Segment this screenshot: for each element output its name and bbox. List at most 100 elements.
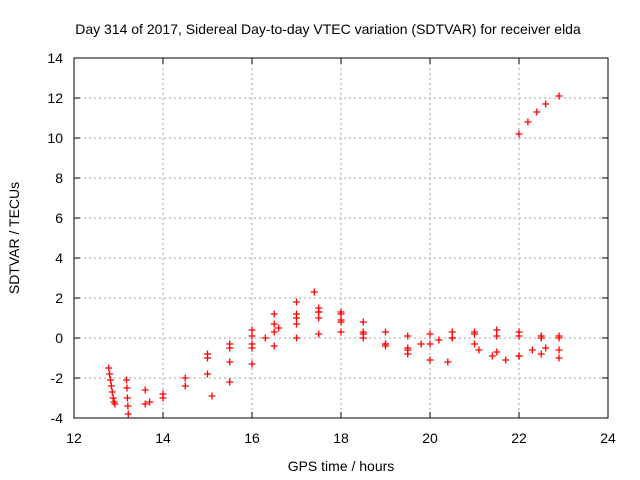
data-point <box>270 320 278 328</box>
y-tick-label: 14 <box>47 50 63 66</box>
data-point <box>417 340 425 348</box>
data-point <box>181 374 189 382</box>
data-point <box>533 108 541 116</box>
data-point <box>471 328 478 336</box>
data-point <box>275 324 283 332</box>
data-point <box>248 340 256 348</box>
data-point <box>382 340 389 348</box>
data-point <box>248 326 256 334</box>
y-tick-label: -2 <box>51 370 64 386</box>
data-point <box>528 346 536 354</box>
data-point <box>426 356 434 364</box>
data-point <box>435 336 443 344</box>
data-point <box>226 344 234 352</box>
x-tick-label: 16 <box>244 430 260 446</box>
series-scatter-12.8 <box>105 364 119 408</box>
data-point <box>248 360 256 368</box>
data-point <box>261 334 269 342</box>
data-point <box>293 310 300 318</box>
data-point <box>555 92 563 100</box>
data-point <box>315 314 323 322</box>
y-tick-label: 2 <box>55 290 63 306</box>
data-point <box>359 318 367 326</box>
data-point <box>493 332 501 340</box>
data-point <box>270 342 278 350</box>
y-tick-label: 0 <box>55 330 63 346</box>
data-point <box>444 358 452 366</box>
data-point <box>293 298 300 306</box>
x-tick-label: 22 <box>511 430 527 446</box>
x-tick-label: 12 <box>66 430 82 446</box>
data-point <box>337 308 345 316</box>
series-track-c <box>204 304 563 358</box>
data-point <box>123 376 131 384</box>
data-points <box>105 92 563 418</box>
y-tick-label: 8 <box>55 170 63 186</box>
data-point <box>226 378 234 386</box>
data-point <box>293 334 300 342</box>
data-point <box>108 388 116 396</box>
data-point <box>542 100 550 108</box>
data-point <box>106 376 114 384</box>
data-point <box>448 334 456 342</box>
series-track-g <box>475 344 563 364</box>
data-point <box>542 344 550 352</box>
data-point <box>141 400 149 408</box>
x-axis-label: GPS time / hours <box>288 458 395 474</box>
data-point <box>475 346 483 354</box>
data-point <box>488 352 496 360</box>
data-point <box>515 352 523 360</box>
data-point <box>555 346 563 354</box>
data-point <box>146 398 154 406</box>
data-point <box>537 332 545 340</box>
data-point <box>270 310 278 318</box>
data-point <box>159 394 167 402</box>
data-point <box>293 320 300 328</box>
data-point <box>426 340 434 348</box>
data-point <box>515 130 523 138</box>
data-point <box>124 410 132 418</box>
data-point <box>555 354 563 362</box>
data-point <box>124 402 132 410</box>
series-track-a <box>141 288 318 406</box>
y-tick-label: 4 <box>55 250 63 266</box>
x-tick-label: 20 <box>422 430 438 446</box>
data-point <box>524 118 532 126</box>
data-point <box>123 384 131 392</box>
data-point <box>359 330 367 338</box>
series-track-f <box>315 308 563 360</box>
data-point <box>382 328 389 336</box>
series-scatter-13.2 <box>123 376 132 418</box>
data-point <box>493 348 501 356</box>
x-tick-label: 18 <box>333 430 349 446</box>
data-point <box>106 370 114 378</box>
data-point <box>555 334 563 342</box>
data-point <box>337 318 345 326</box>
data-point <box>310 288 318 296</box>
data-point <box>426 330 434 338</box>
series-track-e <box>248 314 452 366</box>
y-tick-label: 10 <box>47 130 63 146</box>
data-point <box>111 400 119 408</box>
chart-title: Day 314 of 2017, Sidereal Day-to-day VTE… <box>75 21 581 37</box>
data-point <box>315 330 323 338</box>
data-point <box>493 326 501 334</box>
data-point <box>204 350 211 358</box>
data-point <box>181 382 189 390</box>
data-point <box>270 328 278 336</box>
data-point <box>471 340 478 348</box>
data-point <box>105 364 113 372</box>
y-axis-label: SDTVAR / TECUs <box>6 182 22 294</box>
series-track-d <box>208 326 563 400</box>
series-track-h <box>515 92 563 138</box>
data-point <box>141 386 149 394</box>
data-point <box>337 328 345 336</box>
data-point <box>226 358 234 366</box>
y-tick-label: 6 <box>55 210 63 226</box>
data-point <box>208 392 216 400</box>
grid-lines <box>74 58 608 418</box>
data-point <box>107 382 115 390</box>
data-point <box>502 356 510 364</box>
